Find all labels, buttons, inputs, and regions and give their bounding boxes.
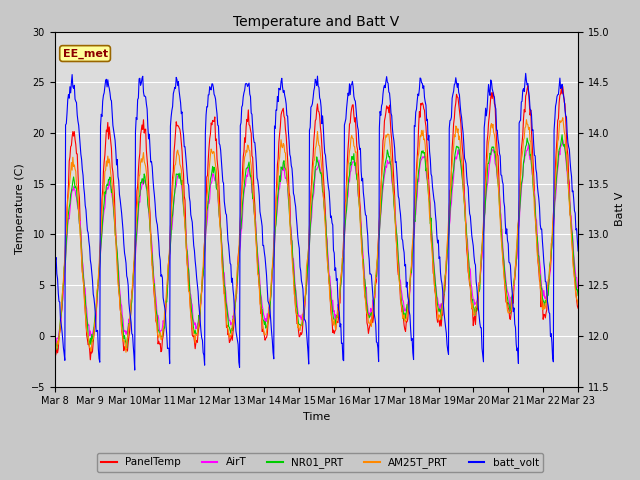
Text: EE_met: EE_met: [63, 48, 108, 59]
Title: Temperature and Batt V: Temperature and Batt V: [233, 15, 399, 29]
X-axis label: Time: Time: [303, 412, 330, 422]
Y-axis label: Batt V: Batt V: [615, 192, 625, 226]
Y-axis label: Temperature (C): Temperature (C): [15, 164, 25, 254]
Legend: PanelTemp, AirT, NR01_PRT, AM25T_PRT, batt_volt: PanelTemp, AirT, NR01_PRT, AM25T_PRT, ba…: [97, 453, 543, 472]
